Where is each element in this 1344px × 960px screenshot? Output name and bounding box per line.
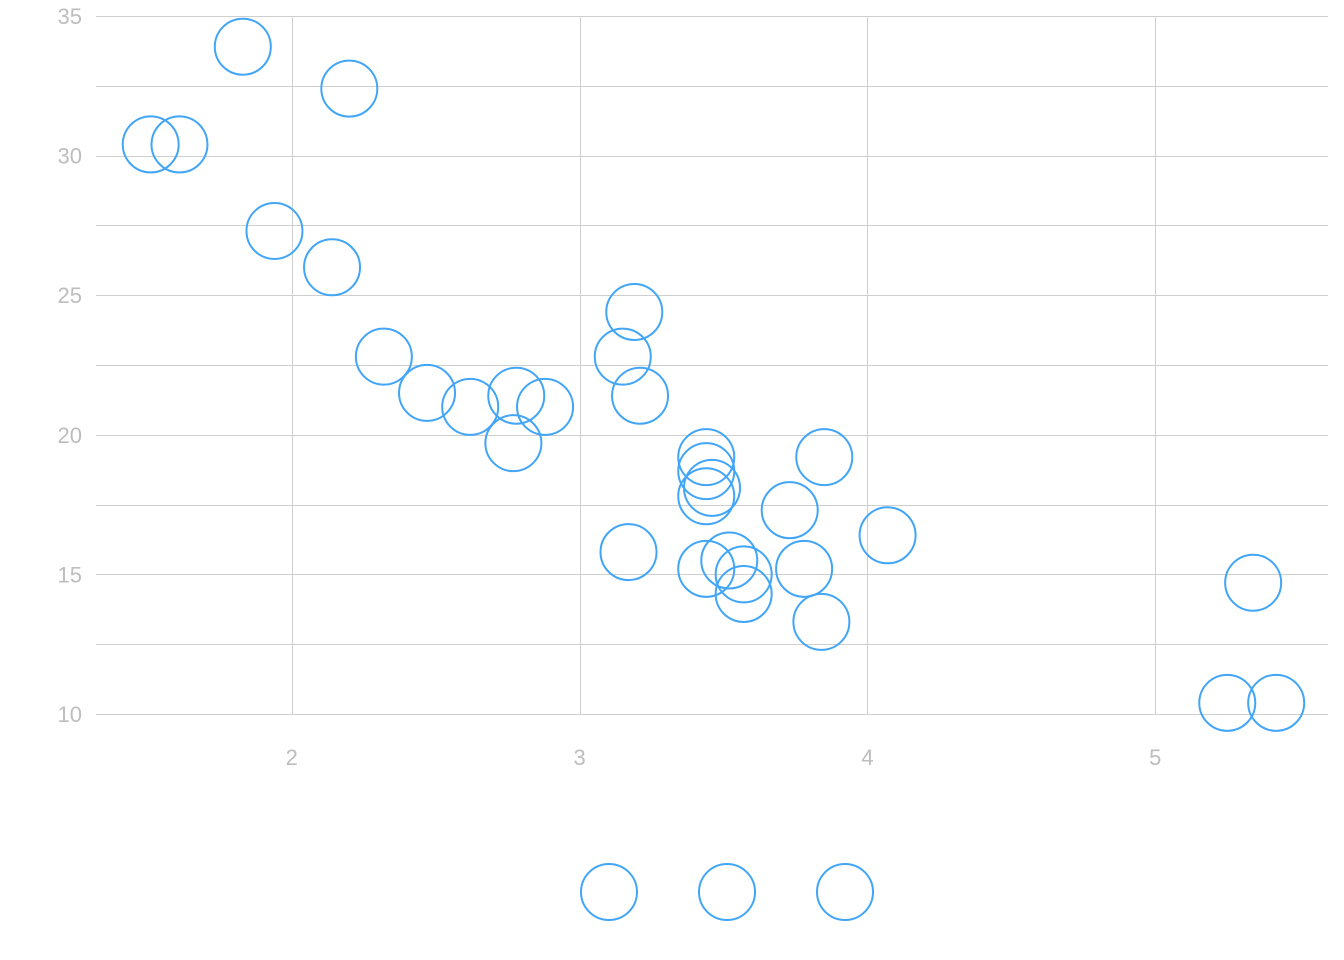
data-point <box>795 428 854 487</box>
data-point <box>683 458 741 517</box>
data-points <box>121 17 1306 732</box>
data-point <box>858 506 917 565</box>
data-point <box>714 564 773 623</box>
y-tick-label: 15 <box>58 562 82 587</box>
data-point <box>677 467 736 526</box>
data-point <box>484 414 543 473</box>
y-tick-label: 20 <box>58 423 82 448</box>
legend-marker[interactable] <box>580 863 638 921</box>
data-point <box>1247 673 1306 732</box>
data-point <box>677 539 736 598</box>
x-tick-label: 4 <box>861 745 873 770</box>
data-point <box>121 115 180 174</box>
data-point <box>677 428 736 487</box>
data-point <box>593 327 652 386</box>
y-axis-ticks: 10 15 20 25 30 35 <box>58 4 82 727</box>
data-point <box>354 327 413 386</box>
data-point <box>760 481 819 540</box>
data-point <box>1224 553 1283 612</box>
data-point <box>245 201 304 260</box>
data-point <box>213 17 272 76</box>
x-tick-label: 5 <box>1149 745 1161 770</box>
legend-marker[interactable] <box>698 863 756 921</box>
data-point <box>677 442 736 501</box>
y-tick-label: 35 <box>58 4 82 29</box>
legend-marker[interactable] <box>816 863 874 921</box>
data-point <box>700 531 759 590</box>
data-point <box>150 115 209 174</box>
data-point <box>599 523 658 582</box>
y-tick-label: 30 <box>58 144 82 169</box>
x-tick-label: 2 <box>286 745 298 770</box>
grid <box>96 16 1328 715</box>
data-point <box>714 545 773 604</box>
data-point <box>611 366 670 425</box>
data-point <box>303 238 362 297</box>
data-point <box>320 59 379 118</box>
y-tick-label: 25 <box>58 283 82 308</box>
data-point <box>775 539 834 598</box>
legend[interactable] <box>580 863 874 921</box>
y-tick-label: 10 <box>58 702 82 727</box>
data-point <box>792 592 851 651</box>
data-point <box>605 282 664 341</box>
data-point <box>1198 673 1257 732</box>
x-tick-label: 3 <box>573 745 585 770</box>
data-point <box>487 366 546 425</box>
data-point <box>516 377 575 436</box>
data-point <box>441 377 500 436</box>
data-point <box>398 363 457 422</box>
x-axis-ticks: 2 3 4 5 <box>286 745 1162 770</box>
